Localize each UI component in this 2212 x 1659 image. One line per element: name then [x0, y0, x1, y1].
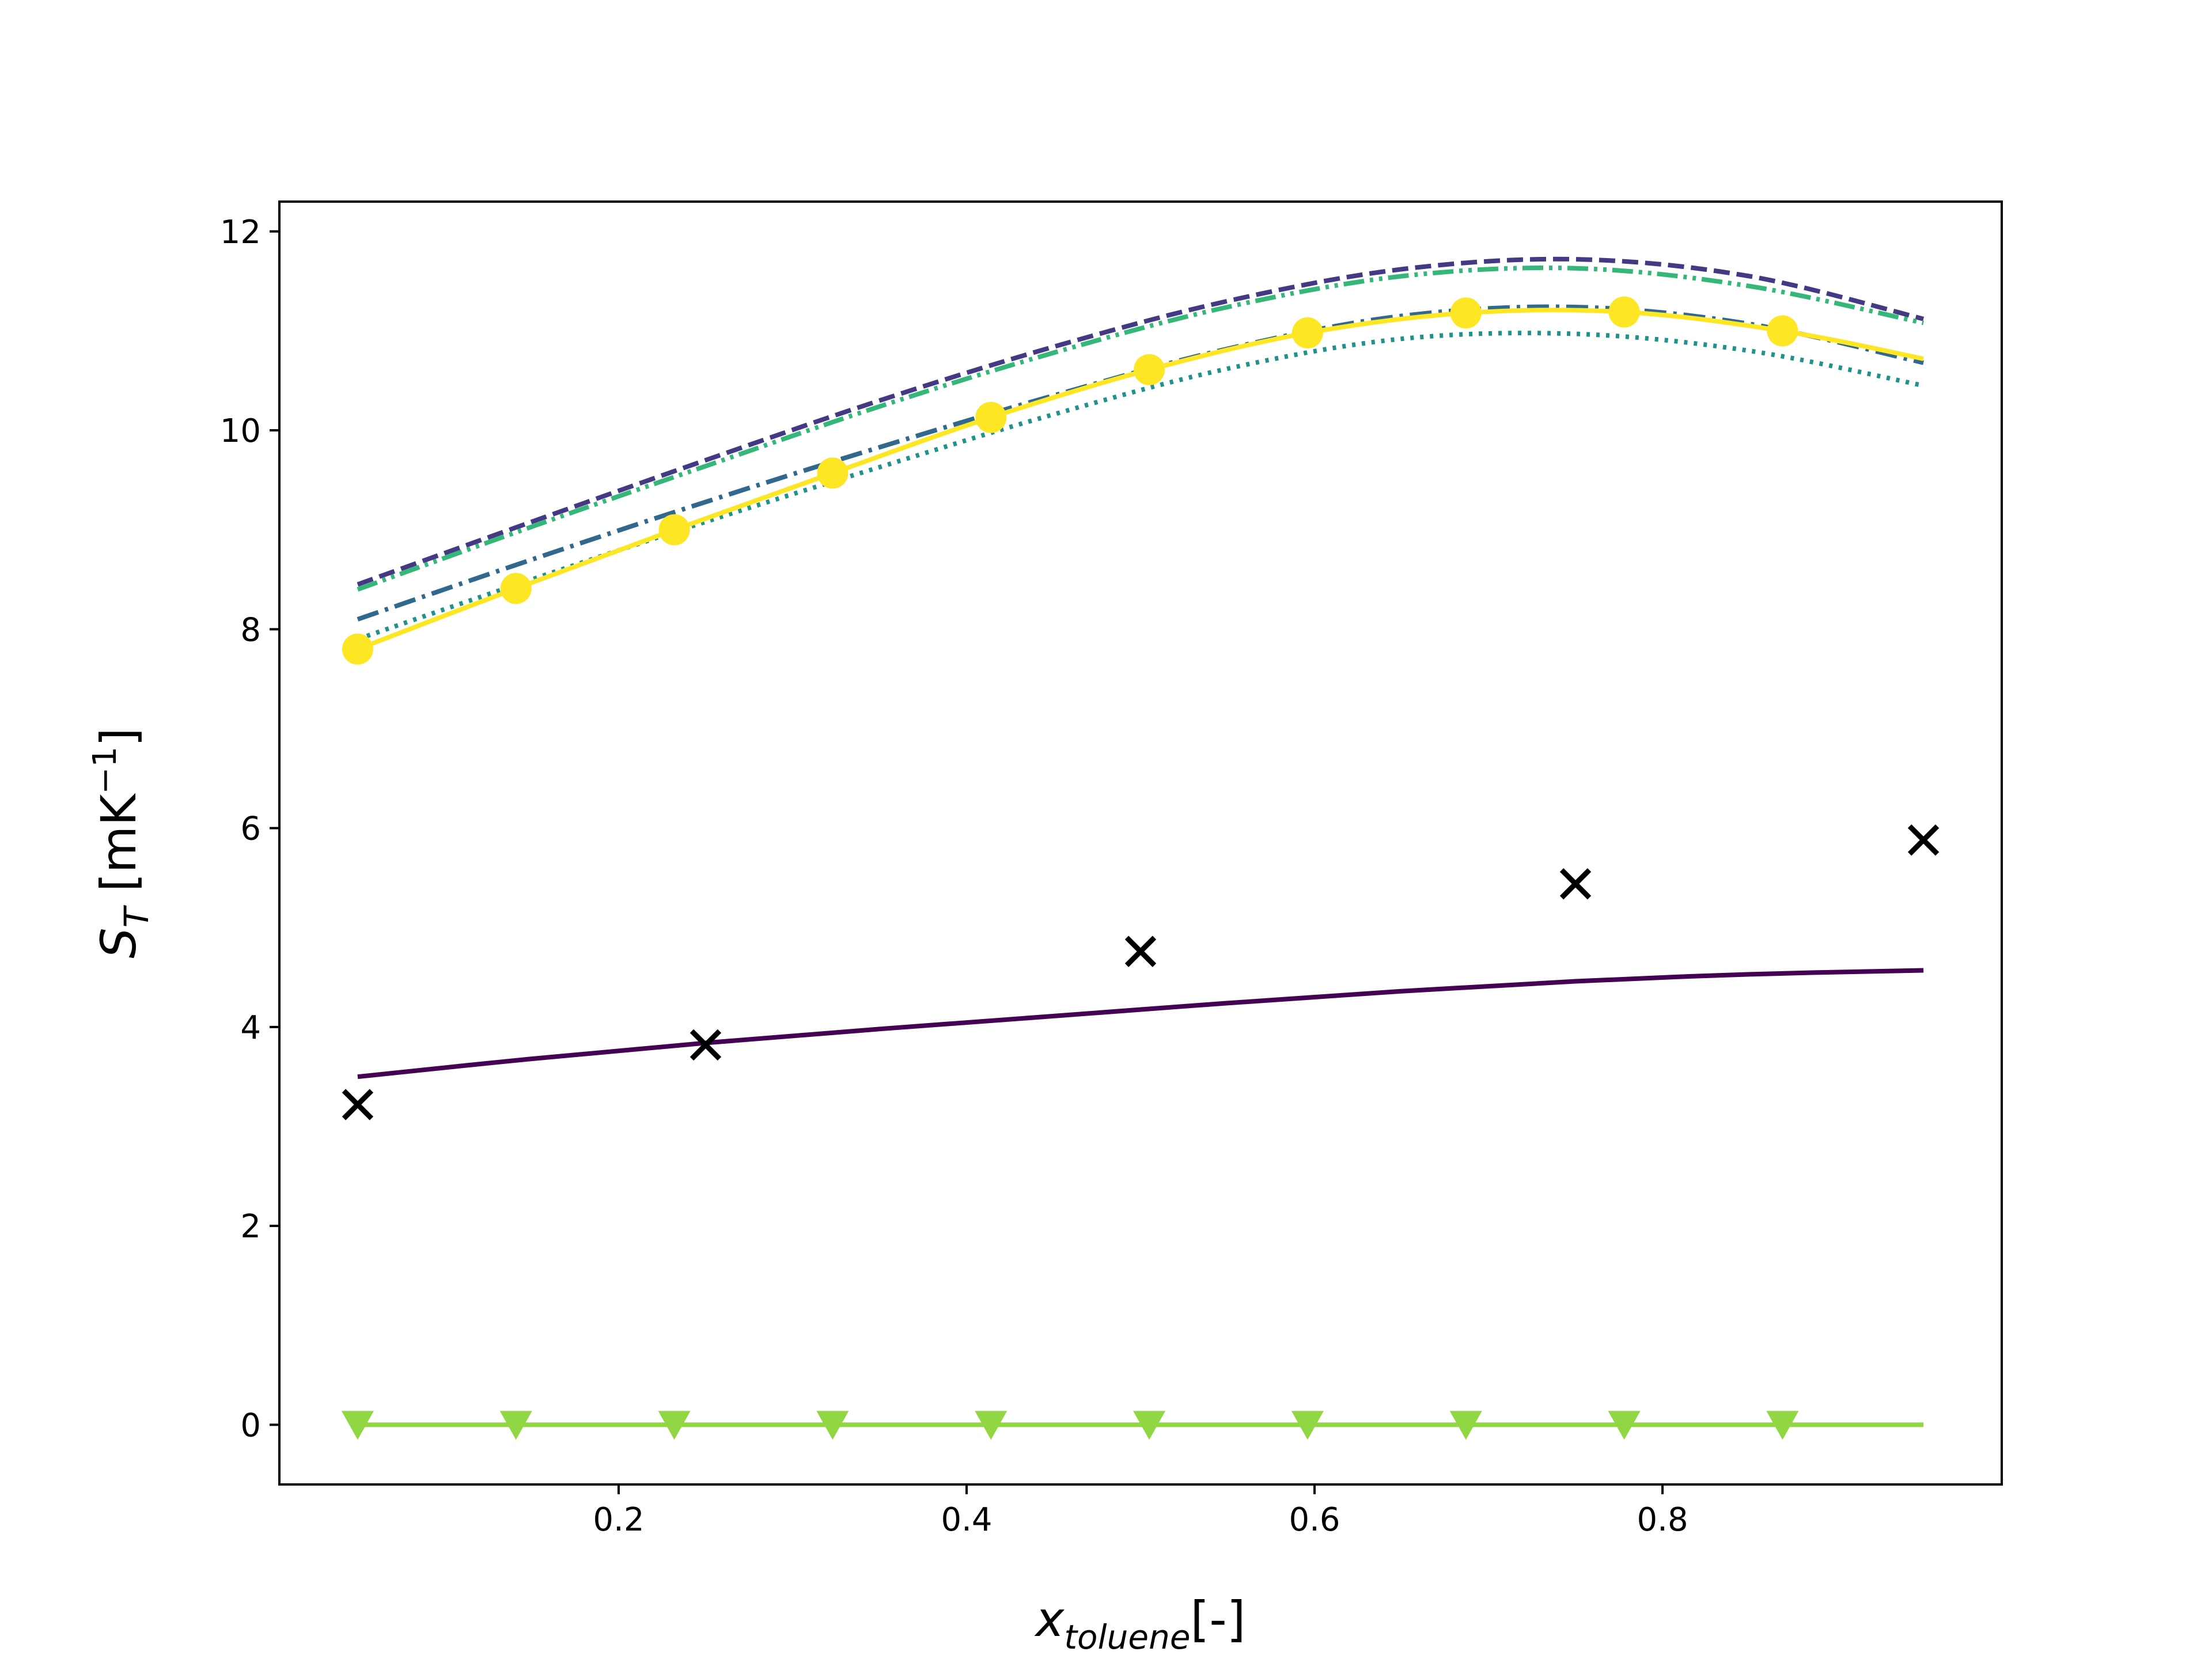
y-tick-label: 6 — [240, 810, 261, 848]
data-point — [975, 1411, 1007, 1440]
y-axis-label-superscript: −1 — [86, 747, 124, 794]
x-tick-label: 0.4 — [941, 1501, 992, 1539]
axis-ticks: 0.2 0.4 0.6 0.8 0 2 4 6 8 10 12 — [220, 214, 1688, 1539]
data-point — [1124, 935, 1157, 967]
data-point — [658, 1411, 691, 1440]
y-axis-label-close: ] — [90, 728, 147, 747]
x-tick-label: 0.2 — [593, 1501, 644, 1539]
data-point — [342, 1089, 374, 1120]
data-point — [1291, 317, 1323, 349]
y-tick-label: 0 — [240, 1407, 261, 1444]
y-axis-label-suffix: [mK — [90, 793, 147, 907]
data-point — [341, 1411, 374, 1440]
data-point — [1608, 1411, 1641, 1440]
series-line — [357, 265, 1924, 592]
axes-frame — [278, 200, 2003, 1486]
series-line — [357, 304, 1924, 622]
plot-area — [341, 256, 1940, 1440]
data-point — [1291, 1411, 1324, 1440]
data-point — [1766, 1411, 1799, 1440]
data-point — [1608, 296, 1640, 328]
series-6 — [342, 296, 1924, 665]
y-axis-label-sub: T — [117, 904, 156, 927]
data-point — [1450, 297, 1482, 329]
data-point — [975, 402, 1007, 433]
y-tick-label: 4 — [240, 1009, 261, 1047]
y-axis-label: ST [mK−1] — [86, 728, 156, 959]
data-point — [1907, 824, 1940, 856]
series-line — [357, 968, 1924, 1080]
data-point — [1767, 315, 1798, 347]
data-point — [658, 514, 690, 546]
series-7 — [342, 824, 1940, 1120]
series-1 — [357, 256, 1925, 587]
data-point — [342, 633, 373, 665]
series-2 — [357, 304, 1924, 622]
data-point — [1559, 868, 1592, 900]
x-axis-label-sub: toluene — [1064, 1618, 1190, 1657]
y-tick-label: 12 — [220, 214, 261, 251]
data-point — [500, 573, 532, 604]
y-axis-label-main: S — [90, 927, 147, 958]
data-point — [817, 457, 849, 489]
x-tick-label: 0.6 — [1289, 1501, 1340, 1539]
data-point — [1133, 1411, 1166, 1440]
y-tick-label: 2 — [240, 1208, 261, 1245]
data-point — [1134, 354, 1165, 385]
y-tick-label: 10 — [220, 412, 261, 450]
x-axis-label-main: x — [1034, 1591, 1065, 1647]
x-tick-label: 0.8 — [1637, 1501, 1688, 1539]
data-point — [690, 1029, 722, 1061]
series-5 — [341, 1411, 1924, 1440]
x-axis-label-suffix: [-] — [1191, 1591, 1246, 1647]
series-4 — [357, 265, 1924, 592]
data-point — [499, 1411, 532, 1440]
series-line — [357, 256, 1925, 587]
data-point — [816, 1411, 849, 1440]
y-tick-label: 8 — [240, 611, 261, 649]
x-axis-label: xtoluene[-] — [1034, 1591, 1246, 1657]
series-0 — [357, 968, 1924, 1080]
data-point — [1449, 1411, 1482, 1440]
